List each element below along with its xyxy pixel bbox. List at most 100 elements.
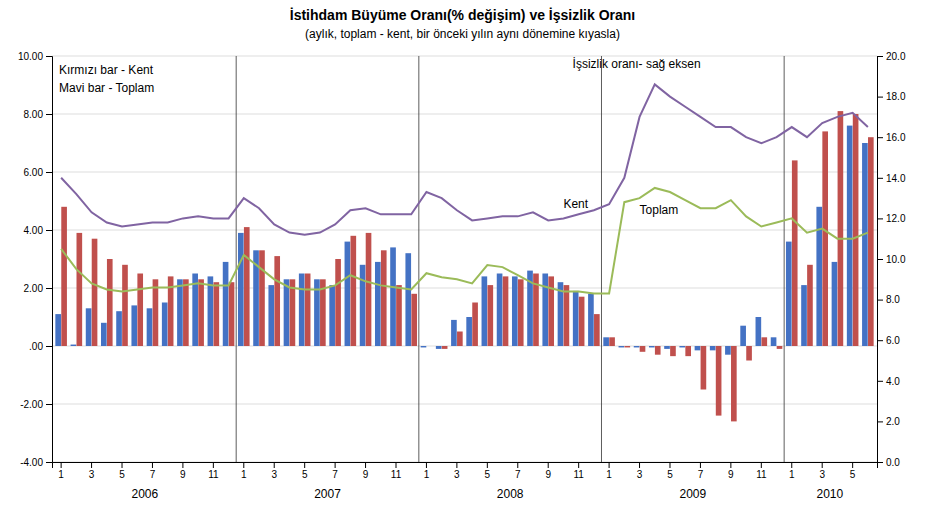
bar bbox=[786, 242, 792, 346]
y2-tick: 0.0 bbox=[877, 457, 900, 468]
bar bbox=[564, 285, 570, 346]
bar bbox=[761, 337, 767, 346]
tick-mark bbox=[639, 462, 640, 468]
tick-label: 5 bbox=[667, 469, 673, 480]
bar bbox=[777, 346, 783, 349]
bar bbox=[649, 346, 655, 347]
grid bbox=[52, 56, 877, 462]
x-tick: 5 bbox=[850, 462, 856, 480]
bar bbox=[853, 114, 859, 346]
tick-mark bbox=[456, 462, 457, 468]
bar bbox=[701, 346, 707, 390]
year-label: 2006 bbox=[131, 487, 158, 501]
bar bbox=[868, 137, 874, 346]
bar bbox=[223, 262, 229, 346]
bar bbox=[640, 346, 646, 352]
bar bbox=[177, 279, 183, 346]
tick-mark bbox=[730, 462, 731, 468]
bar bbox=[107, 259, 113, 346]
tick-label: 11 bbox=[573, 469, 584, 480]
bar bbox=[609, 337, 615, 346]
y2-tick: 20.0 bbox=[877, 51, 906, 62]
year-separator bbox=[784, 56, 785, 462]
bar bbox=[335, 259, 341, 346]
bar bbox=[792, 160, 798, 346]
x-tick: 3 bbox=[271, 462, 277, 480]
bar bbox=[345, 242, 351, 346]
bar bbox=[131, 305, 137, 346]
bar bbox=[512, 276, 518, 346]
bar bbox=[710, 346, 716, 350]
bar bbox=[366, 233, 372, 346]
x-tick: 5 bbox=[485, 462, 491, 480]
x-tick: 9 bbox=[545, 462, 551, 480]
bar bbox=[457, 332, 463, 347]
tick-label: .00 bbox=[29, 341, 43, 352]
x-tick: 11 bbox=[573, 462, 584, 480]
year-labels: 20062007200820092010 bbox=[131, 487, 843, 501]
x-tick: 11 bbox=[208, 462, 219, 480]
bar bbox=[411, 294, 417, 346]
bar bbox=[655, 346, 661, 355]
bar bbox=[274, 256, 280, 346]
y2-tick: 14.0 bbox=[877, 173, 906, 184]
tick-label: 1 bbox=[789, 469, 795, 480]
y2-tick: 18.0 bbox=[877, 91, 906, 102]
tick-mark bbox=[548, 462, 549, 468]
y-tick: 4.00 bbox=[24, 225, 52, 236]
x-tick: 7 bbox=[332, 462, 338, 480]
bar bbox=[71, 345, 77, 346]
tick-mark bbox=[46, 172, 52, 173]
tick-mark bbox=[877, 56, 883, 57]
bar bbox=[838, 111, 844, 346]
tick-label: 9 bbox=[180, 469, 186, 480]
bar bbox=[695, 346, 701, 350]
bar bbox=[421, 346, 427, 347]
tick-mark bbox=[877, 300, 883, 301]
tick-mark bbox=[122, 462, 123, 468]
tick-label: 18.0 bbox=[886, 91, 906, 102]
y2-tick: 6.0 bbox=[877, 335, 900, 346]
x-tick: 1 bbox=[424, 462, 430, 480]
bar-key: Kırmızı bar - KentMavi bar - Toplam bbox=[59, 63, 154, 95]
x-tick: 11 bbox=[391, 462, 402, 480]
tick-mark bbox=[877, 218, 883, 219]
bar bbox=[61, 207, 67, 346]
axis-line bbox=[46, 57, 53, 463]
tick-mark bbox=[46, 346, 52, 347]
bar bbox=[86, 308, 92, 346]
year-label: 2007 bbox=[314, 487, 341, 501]
grid-line bbox=[52, 114, 877, 115]
tick-mark bbox=[487, 462, 488, 468]
bar bbox=[183, 279, 189, 346]
bar bbox=[472, 303, 478, 347]
tick-label: 10.0 bbox=[886, 254, 906, 265]
bar bbox=[299, 274, 305, 347]
bar bbox=[55, 314, 61, 346]
tick-label: 5 bbox=[485, 469, 491, 480]
y2-tick: 12.0 bbox=[877, 213, 906, 224]
tick-mark bbox=[669, 462, 670, 468]
tick-label: 3 bbox=[454, 469, 460, 480]
bar bbox=[746, 346, 752, 361]
tick-label: 1 bbox=[424, 469, 430, 480]
year-label: 2008 bbox=[497, 487, 524, 501]
tick-mark bbox=[46, 114, 52, 115]
bar bbox=[92, 239, 98, 346]
tick-mark bbox=[791, 462, 792, 468]
tick-label: 9 bbox=[728, 469, 734, 480]
bar bbox=[466, 317, 472, 346]
tick-mark bbox=[877, 97, 883, 98]
tick-mark bbox=[877, 340, 883, 341]
tick-label: 14.0 bbox=[886, 173, 906, 184]
tick-label: 5 bbox=[850, 469, 856, 480]
year-label: 2009 bbox=[679, 487, 706, 501]
bar bbox=[807, 265, 813, 346]
x-tick: 1 bbox=[606, 462, 612, 480]
tick-mark bbox=[274, 462, 275, 468]
bar bbox=[603, 337, 609, 346]
tick-mark bbox=[46, 462, 52, 463]
bar bbox=[497, 274, 503, 347]
tick-label: 1 bbox=[241, 469, 247, 480]
bar-series bbox=[55, 126, 867, 355]
